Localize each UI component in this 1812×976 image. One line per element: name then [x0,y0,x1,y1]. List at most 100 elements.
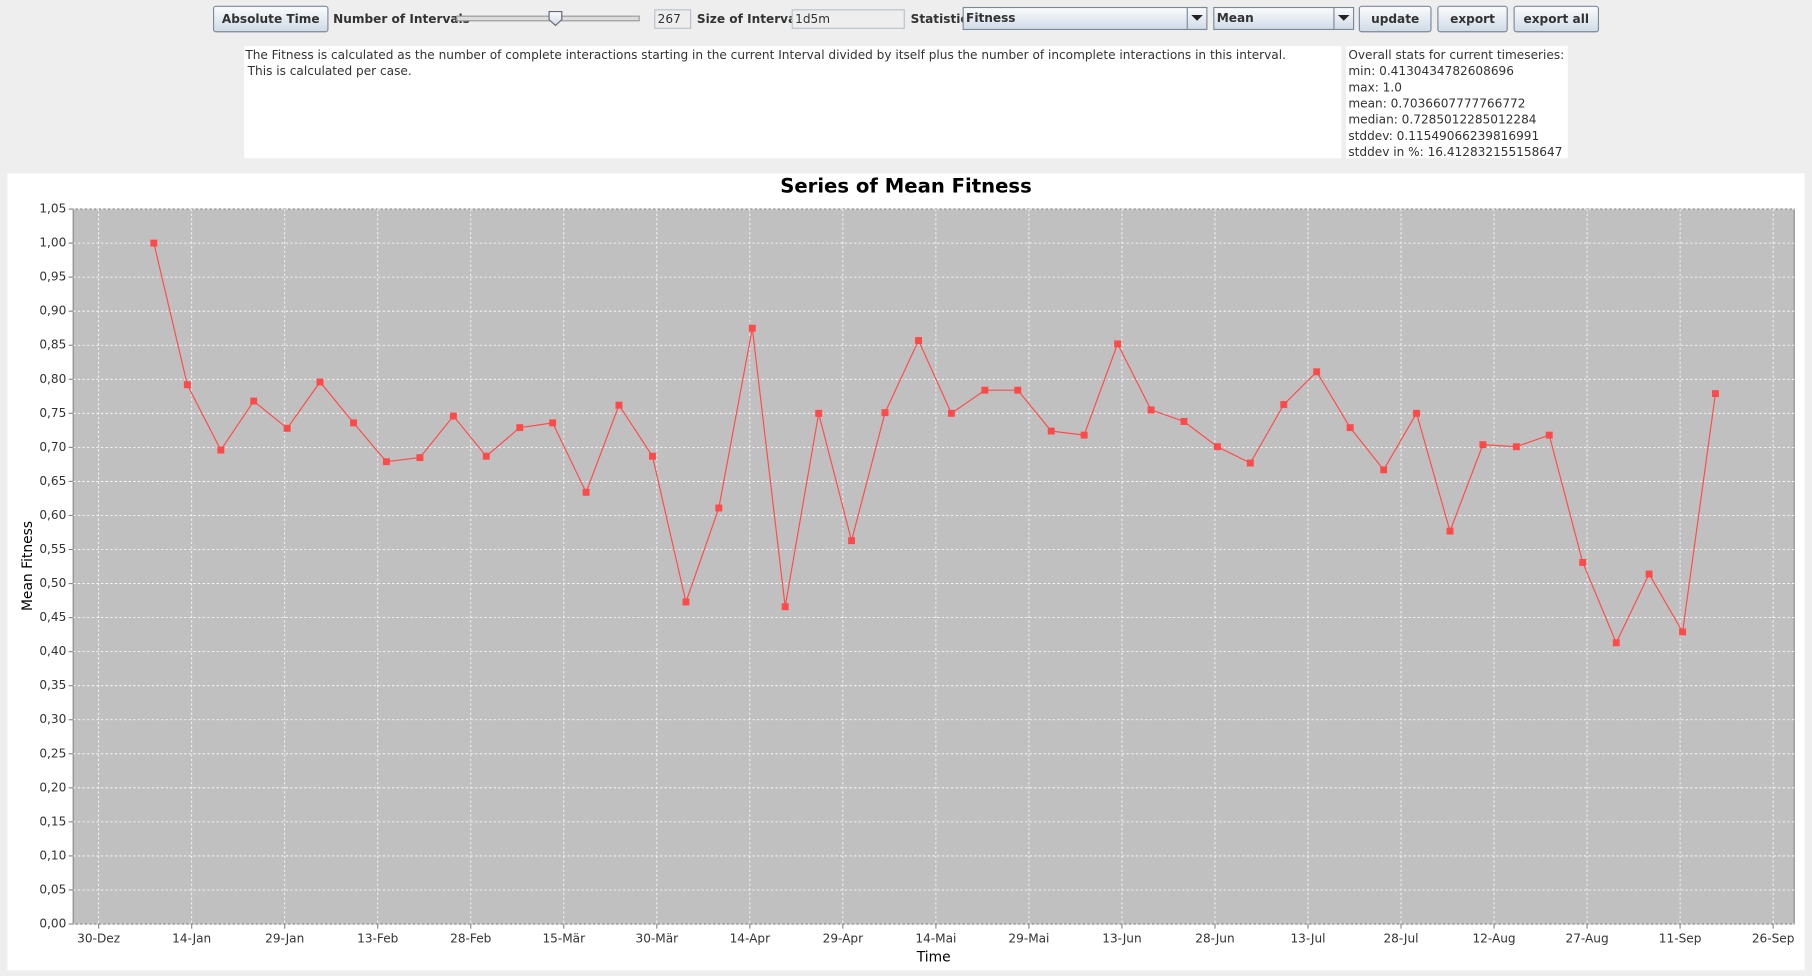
x-tick-label: 30-Mär [635,932,678,946]
slider-track[interactable] [456,15,640,22]
y-tick-label: 0,60 [39,508,66,522]
marker [1114,340,1122,348]
y-tick-label: 0,25 [39,746,66,760]
time-button-label: Absolute Time [222,12,320,26]
y-tick-label: 0,95 [39,270,66,284]
y-tick-label: 0,55 [39,542,66,556]
x-tick-label: 28-Feb [450,932,492,946]
update-button[interactable] [1358,5,1432,33]
marker [881,409,889,417]
x-axis-label: Time [916,950,951,966]
line [153,242,1717,645]
marker [283,424,291,432]
marker [1545,431,1553,439]
size-field [791,9,905,29]
marker [482,452,490,460]
stats-line: Overall stats for current timeseries: [1348,48,1564,62]
y-tick-label: 0,90 [39,304,66,318]
marker [1380,466,1388,474]
y-axis-label: Mean Fitness [20,521,36,611]
marker [915,337,922,344]
button-label: export [1450,12,1495,26]
marker [1346,424,1354,432]
button-label: update [1371,12,1419,26]
stats-line: stddev: 0.11549066239816991 [1348,129,1539,143]
marker [1679,628,1687,636]
statistic-label: Statistic [911,12,968,26]
marker [1413,409,1420,417]
y-tick-label: 0,70 [39,440,66,454]
marker [1246,459,1254,467]
marker [1711,390,1719,398]
marker [382,458,390,466]
y-tick-label: 1,00 [39,236,66,250]
button-label: export all [1524,12,1589,26]
marker [682,598,690,606]
marker [1047,427,1055,435]
aggregate-select-value: Mean [1217,11,1254,25]
x-tick-label: 13-Jun [1102,932,1141,946]
chart-title: Series of Mean Fitness [780,175,1032,198]
statistic-select-value: Fitness [966,11,1015,25]
marker [715,504,723,512]
stats: Overall stats for current timeseries: min… [1348,48,1564,159]
stats-panel [1346,46,1568,159]
intervals-field[interactable] [654,9,692,29]
export-all-button[interactable] [1513,5,1600,33]
x-tick-label: 14-Apr [730,932,770,946]
y-tick-label: 0,45 [39,610,66,624]
y-tick-label: 0,50 [39,576,66,590]
marker [1080,431,1088,439]
x-tick-label: 27-Aug [1565,932,1608,946]
time-button[interactable] [212,5,329,33]
marker [449,412,457,420]
marker [316,378,324,386]
marker [1014,386,1022,394]
x-tick-label: 29-Apr [823,932,863,946]
intervals-value: 267 [658,12,681,26]
aggregate-select[interactable] [1213,6,1355,31]
x-tick-label: 29-Mai [1008,932,1049,946]
y-tick-label: 0,75 [39,406,66,420]
x-tick-label: 14-Jan [172,932,211,946]
statistic-select[interactable] [962,6,1208,31]
x-tick-label: 15-Mär [542,932,585,946]
marker [1180,418,1188,425]
y-tick-label: 0,20 [39,780,66,794]
marker [1512,443,1520,451]
y-tick-label: 0,15 [39,814,66,828]
x-tick-label: 26-Sep [1752,932,1795,946]
marker [1645,570,1653,578]
slider-thumb[interactable] [548,10,563,27]
stats-line: min: 0.4130434782608696 [1348,64,1514,78]
marker [815,409,823,417]
y-tick-label: 0,80 [39,372,66,386]
intervals-label: Number of Intervals [333,12,470,26]
marker [781,603,789,611]
marker [649,452,656,460]
marker [848,537,856,545]
description-line: This is calculated per case. [247,64,412,78]
marker [416,454,424,462]
marker [1313,368,1321,376]
export-button[interactable] [1437,5,1508,33]
y-tick-label: 0,05 [39,882,66,896]
x-tick-label: 13-Feb [357,932,399,946]
chart: 0,00 0,05 0,10 0,15 0,20 0,25 0,30 0,35 0,40 0,45… [39,202,1794,946]
marker [150,239,158,247]
marker [1213,443,1221,451]
stats-line: median: 0.7285012285012284 [1348,113,1536,127]
stats-line: mean: 0.7036607777766772 [1348,96,1525,110]
marker [217,446,225,454]
toolbar: Absolute Time Number of Intervals 267 Si… [212,5,1600,33]
y-tick-label: 0,65 [39,474,66,488]
marker [1579,558,1587,566]
y-tick-label: 0,10 [39,848,66,862]
description-line: The Fitness is calculated as the number … [244,48,1286,62]
description-panel [244,46,1342,159]
x-tick-label: 28-Jul [1383,932,1418,946]
marker [748,324,756,332]
stats-line: max: 1.0 [1348,80,1402,94]
x-tick-label: 29-Jan [265,932,304,946]
x-tick-label: 14-Mai [915,932,956,946]
